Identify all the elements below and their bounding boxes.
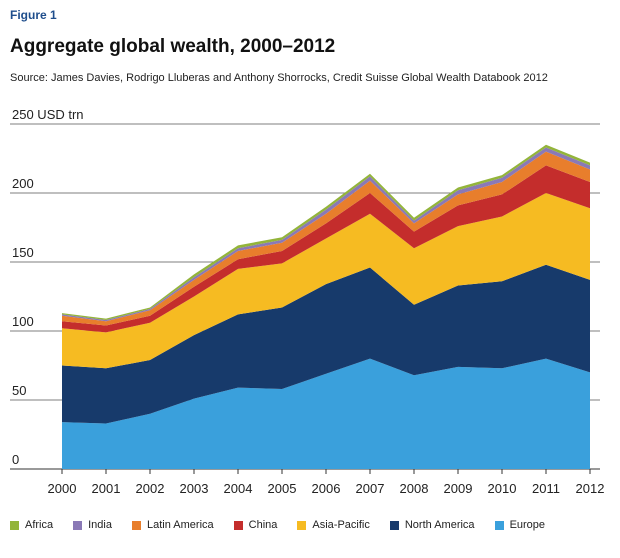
legend-swatch xyxy=(131,520,141,530)
area-north-america xyxy=(62,264,590,424)
legend-item-asia-pacific: Asia-Pacific xyxy=(297,519,370,531)
legend-label: Latin America xyxy=(146,519,214,531)
area-latin-america xyxy=(62,151,590,326)
area-asia-pacific xyxy=(62,193,590,369)
x-tick-label: 2002 xyxy=(136,481,165,496)
x-tick-label: 2001 xyxy=(92,481,121,496)
figure-label: Figure 1 xyxy=(10,8,57,22)
x-tick-label: 2003 xyxy=(180,481,209,496)
x-tick-label: 2004 xyxy=(224,481,253,496)
y-tick-label: 100 xyxy=(12,314,34,329)
area-india xyxy=(62,147,590,322)
legend-swatch xyxy=(233,520,243,530)
chart-source: Source: James Davies, Rodrigo Lluberas a… xyxy=(10,72,548,84)
legend-item-north-america: North America xyxy=(389,519,475,531)
y-axis-unit-label: 250 USD trn xyxy=(12,107,84,122)
area-china xyxy=(62,165,590,333)
legend-label: China xyxy=(248,519,278,531)
x-tick-label: 2008 xyxy=(400,481,429,496)
legend-label: Asia-Pacific xyxy=(312,519,370,531)
legend-item-latin-america: Latin America xyxy=(131,519,214,531)
legend: Africa India Latin America China Asia-Pacifi… xyxy=(10,519,565,531)
x-tick-label: 2007 xyxy=(356,481,385,496)
legend-swatch xyxy=(73,520,83,530)
legend-item-india: India xyxy=(73,519,112,531)
x-tick-label: 2010 xyxy=(488,481,517,496)
legend-swatch xyxy=(297,520,307,530)
y-tick-label: 150 xyxy=(12,245,34,260)
area-europe xyxy=(62,358,590,469)
legend-item-china: China xyxy=(233,519,278,531)
legend-label: India xyxy=(88,519,112,531)
x-tick-label: 2011 xyxy=(532,481,560,496)
legend-swatch xyxy=(389,520,399,530)
x-tick-label: 2006 xyxy=(312,481,341,496)
legend-item-europe: Europe xyxy=(494,519,546,531)
x-tick-label: 2012 xyxy=(576,481,605,496)
y-tick-label: 50 xyxy=(12,383,26,398)
area-africa xyxy=(62,144,590,320)
x-tick-label: 2000 xyxy=(48,481,77,496)
legend-label: North America xyxy=(404,519,475,531)
legend-swatch xyxy=(494,520,504,530)
x-tick-label: 2005 xyxy=(268,481,297,496)
chart-title: Aggregate global wealth, 2000–2012 xyxy=(10,36,336,57)
legend-label: Europe xyxy=(509,519,546,531)
legend-swatch xyxy=(10,520,19,530)
x-tick-label: 2009 xyxy=(444,481,473,496)
legend-item-africa: Africa xyxy=(10,519,53,531)
y-tick-label: 200 xyxy=(12,176,34,191)
y-tick-label: 0 xyxy=(12,452,19,467)
legend-label: Africa xyxy=(25,519,54,531)
